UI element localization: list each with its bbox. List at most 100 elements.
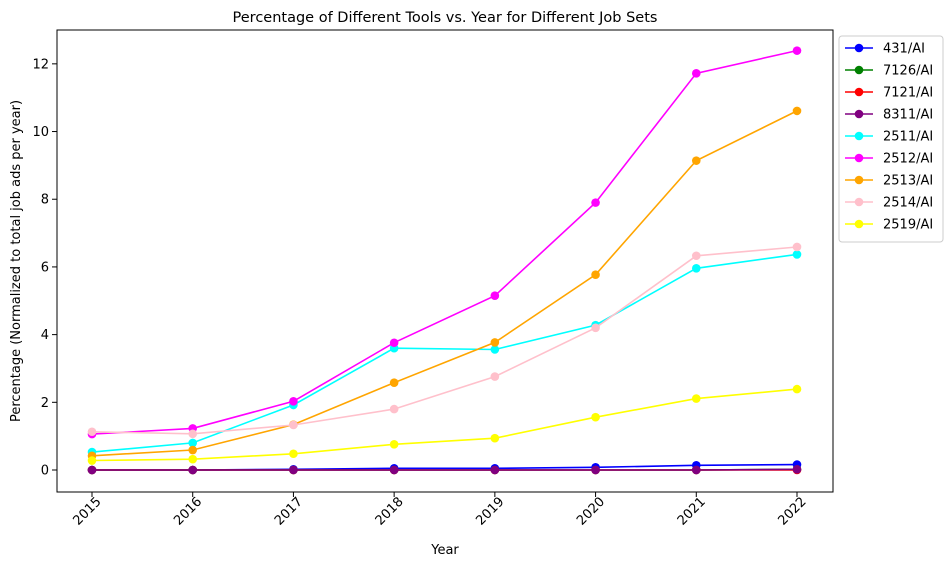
data-point	[591, 270, 600, 280]
legend-item: 2511/AI	[845, 130, 933, 145]
data-point	[792, 46, 802, 55]
legend-label: 7126/AI	[883, 64, 933, 79]
data-point	[389, 404, 399, 414]
data-point	[691, 156, 701, 165]
y-tick-label: 2	[41, 396, 49, 411]
data-point	[490, 291, 500, 300]
data-point	[591, 323, 600, 333]
x-tick-label: 2020	[574, 495, 608, 529]
x-tick-label: 2019	[473, 495, 507, 529]
data-point	[490, 345, 500, 354]
legend-item: 2514/AI	[845, 196, 933, 211]
legend-label: 2511/AI	[883, 130, 933, 145]
legend-swatch-marker	[854, 197, 864, 207]
legend-item: 2513/AI	[845, 174, 933, 189]
y-tick-label: 6	[41, 260, 49, 275]
series-2514-ai	[87, 242, 802, 439]
legend-swatch-marker	[854, 153, 864, 163]
legend-swatch-marker	[854, 175, 864, 185]
data-point	[691, 263, 701, 273]
x-tick-label: 2015	[71, 495, 105, 529]
data-point	[591, 465, 600, 475]
y-tick-label: 12	[32, 57, 49, 72]
legend-item: 431/AI	[845, 42, 925, 57]
series-line	[91, 253, 798, 453]
legend-swatch-marker	[854, 43, 864, 53]
data-point	[691, 394, 701, 403]
legend-label: 431/AI	[883, 42, 925, 57]
series-2512-ai	[87, 46, 802, 439]
chart-title: Percentage of Different Tools vs. Year f…	[233, 10, 658, 26]
y-axis: 0 2 4 6 8 10 12	[32, 57, 57, 479]
data-point	[188, 454, 198, 464]
y-tick-label: 10	[32, 125, 49, 140]
series-2513-ai	[87, 106, 802, 461]
legend-swatch-marker	[854, 87, 864, 97]
x-tick-label: 2022	[776, 495, 810, 529]
data-point	[289, 420, 298, 430]
legend-item: 2519/AI	[845, 218, 933, 233]
data-point	[389, 465, 399, 475]
data-point	[289, 449, 298, 459]
x-tick-label: 2018	[373, 495, 407, 529]
x-axis: 2015 2016 2017 2018 2019 2020 2021 2022	[71, 492, 810, 529]
data-point	[289, 465, 298, 475]
data-point	[792, 384, 802, 394]
series-line	[91, 388, 798, 462]
legend-label: 8311/AI	[883, 108, 933, 123]
data-point	[188, 465, 198, 475]
data-point	[188, 429, 198, 439]
data-point	[87, 465, 97, 475]
data-point	[289, 396, 298, 406]
legend-label: 2513/AI	[883, 174, 933, 189]
data-point	[490, 338, 500, 347]
legend-label: 7121/AI	[883, 86, 933, 101]
legend-item: 2512/AI	[845, 152, 933, 167]
series-8311-ai	[87, 465, 802, 475]
legend-item: 7126/AI	[845, 64, 933, 79]
data-point	[591, 412, 600, 422]
series-line	[92, 468, 798, 471]
data-point	[87, 427, 97, 437]
data-point	[792, 106, 802, 116]
data-point	[792, 250, 802, 259]
data-point	[188, 438, 198, 448]
data-point	[691, 465, 701, 475]
legend-label: 2514/AI	[883, 196, 933, 211]
plot-area	[56, 29, 834, 493]
legend-box	[838, 35, 944, 243]
legend-swatch-marker	[854, 219, 864, 229]
data-point	[691, 69, 701, 78]
data-point	[389, 439, 399, 449]
series-line	[91, 49, 798, 435]
legend-label: 2512/AI	[883, 152, 933, 167]
series-line	[92, 463, 798, 471]
x-tick-label: 2021	[675, 495, 709, 529]
legend-swatch-marker	[854, 65, 864, 75]
data-point	[389, 378, 399, 387]
data-point	[490, 465, 500, 475]
x-tick-label: 2017	[272, 495, 306, 529]
y-tick-label: 0	[41, 464, 49, 479]
series-line	[91, 246, 798, 435]
x-axis-label: Year	[430, 543, 459, 558]
data-point	[490, 433, 500, 443]
data-point	[792, 465, 802, 474]
y-tick-label: 8	[41, 193, 49, 208]
data-point	[87, 456, 97, 465]
legend-item: 7121/AI	[845, 86, 933, 101]
legend-label: 2519/AI	[883, 218, 933, 233]
data-point	[691, 251, 701, 261]
series-2519-ai	[87, 384, 802, 465]
legend-item: 8311/AI	[845, 108, 933, 123]
data-point	[188, 445, 198, 455]
data-point	[389, 338, 399, 348]
legend: 431/AI 7126/AI 7121/AI 8311/AI 2511/AI 2512/A…	[838, 35, 944, 243]
legend-swatch-marker	[854, 109, 864, 119]
series-line	[91, 110, 798, 457]
data-point	[591, 198, 600, 207]
data-point	[792, 242, 802, 252]
series-lines	[87, 46, 802, 475]
y-axis-label: Percentage (Normalized to total job ads …	[9, 100, 24, 422]
